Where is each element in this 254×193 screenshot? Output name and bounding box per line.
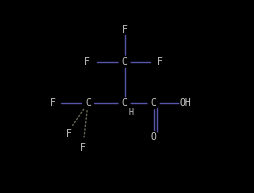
Circle shape	[85, 58, 94, 66]
Circle shape	[119, 98, 130, 109]
Text: H: H	[128, 108, 133, 117]
Text: F: F	[66, 129, 71, 139]
Text: O: O	[150, 132, 156, 142]
Text: C: C	[121, 98, 127, 108]
Text: F: F	[156, 57, 162, 67]
Text: C: C	[85, 98, 90, 108]
Text: OH: OH	[179, 98, 190, 108]
Text: F: F	[121, 25, 127, 35]
Circle shape	[152, 58, 160, 66]
Circle shape	[120, 26, 129, 34]
Text: F: F	[80, 143, 86, 153]
Text: F: F	[50, 98, 56, 108]
Circle shape	[119, 56, 130, 67]
Text: C: C	[121, 57, 127, 67]
Circle shape	[52, 99, 60, 108]
Text: C: C	[150, 98, 156, 108]
Text: F: F	[84, 57, 89, 67]
Circle shape	[64, 125, 73, 134]
Circle shape	[78, 139, 87, 147]
Circle shape	[82, 98, 93, 109]
Circle shape	[148, 132, 158, 142]
Circle shape	[148, 98, 158, 109]
Circle shape	[179, 98, 190, 109]
